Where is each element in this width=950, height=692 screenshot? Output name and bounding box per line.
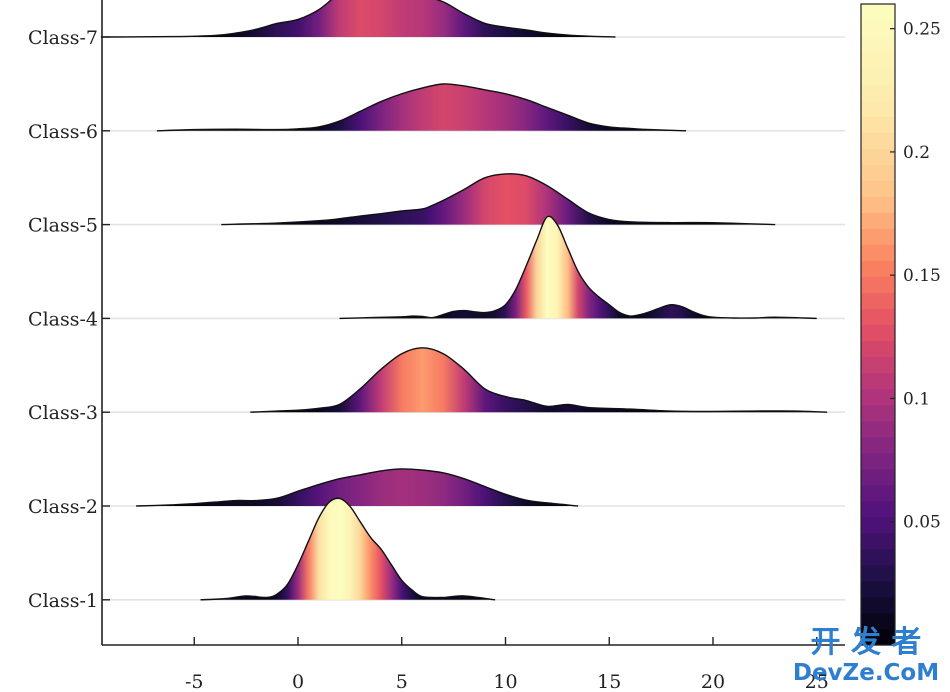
colorbar: 0.05 0.1 0.15 0.2 0.25 [860,3,941,646]
colorbar-border [860,3,896,646]
colorbar-segment [861,4,895,21]
class-label-Class-1: Class-1 [28,590,98,612]
colorbar-segment [861,612,895,630]
x-tick-label--5: -5 [185,671,204,692]
colorbar-tick-label-0.15: 0.15 [903,266,941,286]
colorbar-segment [861,180,895,197]
ridge-outline-Class-3 [250,347,828,413]
colorbar-tick-label-0.2: 0.2 [903,143,930,163]
colorbar-segment [861,276,895,294]
class-label-Class-6: Class-6 [28,121,98,143]
colorbar-segment [861,260,895,278]
class-labels: Class-7 Class-6 Class-5 Class-4 Class-3 Class… [28,27,98,612]
axes [101,0,845,646]
colorbar-segment [861,420,895,438]
class-label-Class-4: Class-4 [28,308,98,330]
colorbar-segment [861,244,895,261]
ridge-fill-Class-5 [221,173,776,225]
x-tick-label-10: 10 [493,671,517,692]
class-label-Class-3: Class-3 [28,402,98,424]
colorbar-segment [861,388,895,406]
watermark: 开 发 者 DevZe.CoM [793,625,939,686]
x-tick-label-15: 15 [597,671,621,692]
colorbar-segment [861,436,895,454]
colorbar-segment [861,356,895,374]
x-tick-label-20: 20 [701,671,725,692]
colorbar-segment [861,212,895,229]
colorbar-segment [861,468,895,486]
ridge-fill-Class-7 [100,0,616,37]
colorbar-segment [861,292,895,310]
colorbar-segment [861,548,895,566]
colorbar-segment [861,116,895,133]
colorbar-segment [861,404,895,422]
colorbar-segment [861,372,895,390]
x-axis-ticks: -5 0 5 10 15 20 25 [185,637,829,692]
ridge-fill-Class-4 [339,216,817,319]
colorbar-segment [861,500,895,518]
colorbar-segment [861,20,895,37]
colorbar-segment [861,324,895,342]
colorbar-segment [861,228,895,245]
ridge-fill-Class-2 [136,468,579,506]
x-tick-label-25: 25 [805,671,829,692]
ridge-fill-Class-3 [250,347,828,413]
colorbar-segment [861,308,895,326]
colorbar-segment [861,340,895,358]
ridge-fill-Class-1 [200,498,496,600]
colorbar-tick-label-0.05: 0.05 [903,513,941,533]
ridge-outline-Class-1 [200,497,496,601]
ridge-outline-Class-4 [339,215,817,320]
watermark-line2: DevZe.CoM [793,660,939,686]
class-label-Class-5: Class-5 [28,215,98,237]
colorbar-segment [861,132,895,149]
colorbar-segment [861,628,895,646]
colorbar-segment [861,52,895,69]
colorbar-tick-label-0.25: 0.25 [903,20,941,40]
x-tick-label-0: 0 [292,671,304,692]
colorbar-segment [861,564,895,582]
watermark-line1: 开 发 者 [811,625,922,660]
colorbar-segment [861,100,895,117]
ridge-fill-Class-6 [156,83,687,131]
ridge-outline-Class-6 [156,83,687,132]
colorbar-segment [861,164,895,181]
ridge-outline-Class-5 [221,173,776,226]
colorbar-segment [861,68,895,85]
x-tick-label-5: 5 [396,671,408,692]
colorbar-segment [861,532,895,550]
colorbar-tick-label-0.1: 0.1 [903,389,930,409]
ridges [100,0,828,601]
colorbar-segment [861,148,895,165]
colorbar-segment [861,580,895,598]
colorbar-segment [861,196,895,213]
colorbar-segment [861,452,895,470]
class-label-Class-2: Class-2 [28,496,98,518]
colorbar-segment [861,516,895,534]
ridge-outline-Class-2 [136,468,579,507]
colorbar-segment [861,84,895,101]
colorbar-segment [861,484,895,502]
class-label-Class-7: Class-7 [28,27,98,49]
colorbar-segment [861,596,895,614]
ridge-outline-Class-7 [100,0,616,38]
colorbar-segment [861,36,895,53]
